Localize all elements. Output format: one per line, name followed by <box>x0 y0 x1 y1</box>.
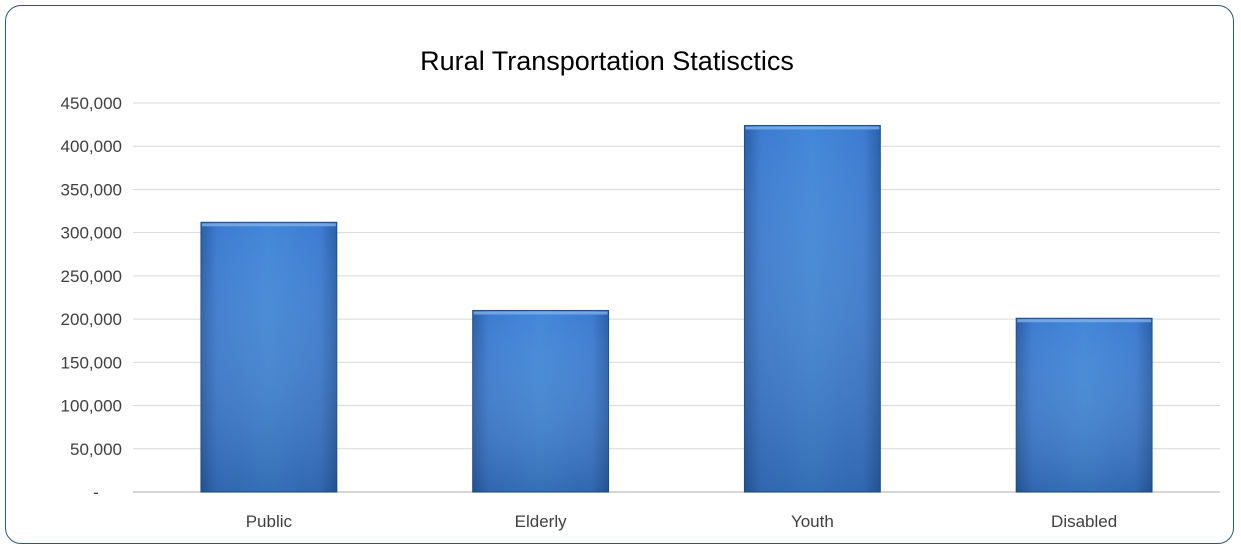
bar-shade <box>473 310 609 492</box>
y-tick-label: 350,000 <box>61 180 122 199</box>
bars <box>201 125 1152 492</box>
y-tick-label: 450,000 <box>61 94 122 113</box>
bar-highlight <box>202 223 336 226</box>
y-tick-label: 100,000 <box>61 397 122 416</box>
y-tick-label: 200,000 <box>61 310 122 329</box>
x-tick-label: Disabled <box>1051 512 1117 531</box>
y-tick-label: 250,000 <box>61 267 122 286</box>
bar-highlight <box>1017 319 1151 322</box>
y-axis-ticks: - 50,000 100,000 150,000 200,000 250,000 300,0… <box>61 94 122 502</box>
y-tick-label: - <box>93 483 99 502</box>
y-tick-label: 150,000 <box>61 353 122 372</box>
chart-title: Rural Transportation Statisctics <box>420 46 794 76</box>
y-tick-label: 300,000 <box>61 224 122 243</box>
x-tick-label: Public <box>246 512 293 531</box>
x-tick-label: Youth <box>791 512 834 531</box>
bar-disabled <box>1016 318 1152 492</box>
bar-public <box>201 222 337 492</box>
x-tick-label: Elderly <box>515 512 567 531</box>
bar-highlight <box>745 126 879 129</box>
x-axis-ticks: Public Elderly Youth Disabled <box>246 512 1117 531</box>
bar-shade <box>1016 318 1152 492</box>
bar-highlight <box>474 311 608 314</box>
y-tick-label: 50,000 <box>70 440 122 459</box>
bar-elderly <box>473 310 609 492</box>
bar-youth <box>744 125 880 492</box>
y-tick-label: 400,000 <box>61 137 122 156</box>
bar-shade <box>201 222 337 492</box>
bar-shade <box>744 125 880 492</box>
